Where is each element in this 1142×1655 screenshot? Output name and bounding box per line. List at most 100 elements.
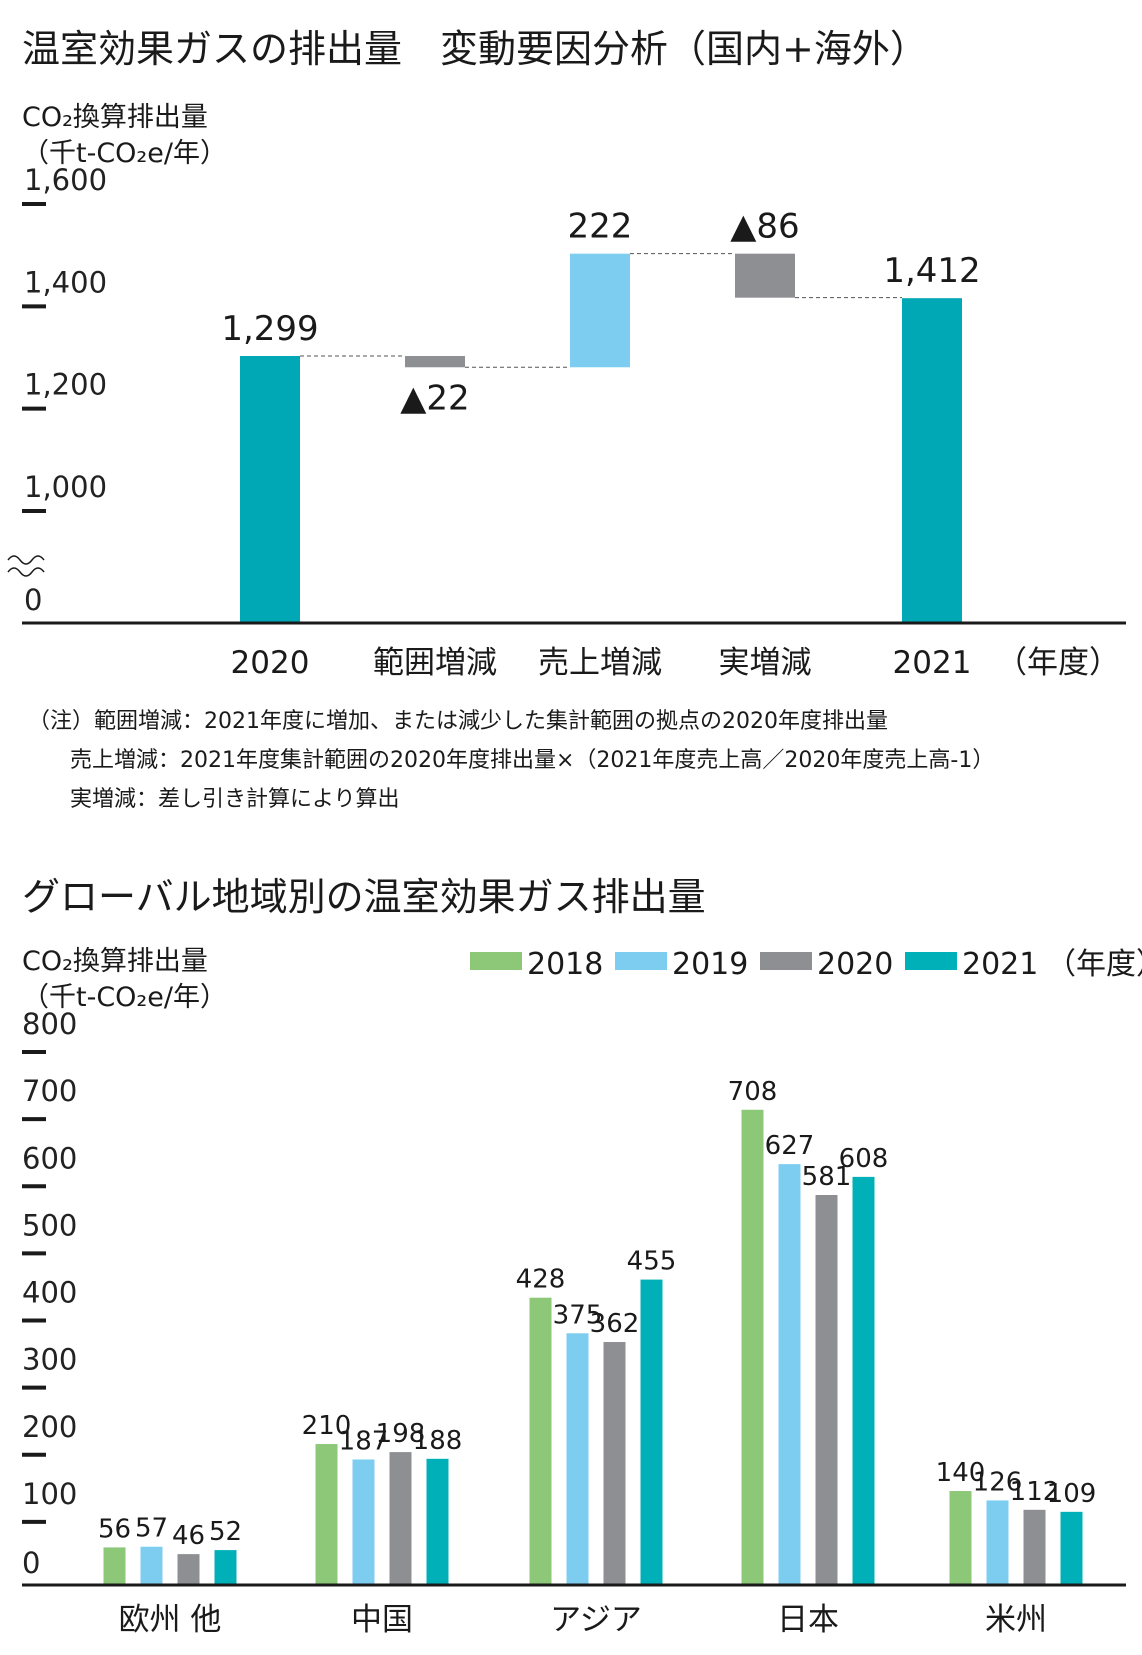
regional-ylabel-line1: CO₂換算排出量 xyxy=(22,946,208,977)
regional-value-label: 188 xyxy=(413,1426,463,1456)
y-tick-label: 1,600 xyxy=(24,163,107,197)
waterfall-bar xyxy=(735,253,795,298)
y-tick-label: 500 xyxy=(22,1208,77,1242)
regional-bar xyxy=(603,1342,626,1585)
waterfall-value-label: 1,299 xyxy=(221,309,318,349)
waterfall-ylabel-line2: （千t-CO₂e/年） xyxy=(22,138,227,169)
legend-label: 2019 xyxy=(672,947,748,982)
regional-value-label: 362 xyxy=(590,1309,640,1339)
y-tick-label: 600 xyxy=(22,1141,77,1175)
waterfall-title: 温室効果ガスの排出量 変動要因分析（国内+海外） xyxy=(22,27,928,71)
y-tick-label: 300 xyxy=(22,1343,77,1377)
regional-value-label: 46 xyxy=(172,1521,205,1551)
y-tick-label: 100 xyxy=(22,1477,77,1511)
legend-swatch xyxy=(905,952,957,970)
regional-value-label: 140 xyxy=(936,1458,986,1488)
waterfall-category-label: 売上増減 xyxy=(538,645,662,681)
regional-bar xyxy=(949,1491,972,1585)
regional-categories: 欧州 他 中国 アジア 日本 米州 xyxy=(119,1602,1047,1638)
regional-bar xyxy=(1060,1511,1083,1585)
y-tick-label: 1,000 xyxy=(24,470,107,504)
legend-label: 2020 xyxy=(817,947,893,982)
waterfall-y-ticks: 1,600 1,400 1,200 1,000 0 xyxy=(7,163,107,617)
waterfall-categories: 2020 範囲増減 売上増減 実増減 2021 xyxy=(231,645,972,681)
regional-y-ticks: 800 700 600 500 400 300 200 100 0 xyxy=(22,1007,77,1580)
legend-swatch xyxy=(470,952,522,970)
legend: 2018 2019 2020 2021（年度） xyxy=(470,947,1142,982)
regional-bar xyxy=(640,1279,663,1585)
regional-value-label: 210 xyxy=(302,1411,352,1441)
regional-bar xyxy=(529,1297,552,1585)
note-line-2: 売上増減：2021年度集計範囲の2020年度排出量×（2021年度売上高／202… xyxy=(70,748,994,773)
y-tick-label: 1,400 xyxy=(24,265,107,299)
waterfall-value-label: 1,412 xyxy=(883,251,980,291)
waterfall-category-label: 2021 xyxy=(893,645,972,681)
regional-category-label: アジア xyxy=(550,1602,642,1638)
regional-value-label: 109 xyxy=(1047,1479,1097,1509)
regional-value-label: 198 xyxy=(376,1419,426,1449)
regional-value-label: 608 xyxy=(839,1144,889,1174)
regional-value-label: 57 xyxy=(135,1514,168,1544)
note-line-3: 実増減：差し引き計算により算出 xyxy=(70,787,400,812)
regional-value-label: 708 xyxy=(728,1077,778,1107)
regional-bar xyxy=(177,1554,200,1585)
regional-value-label: 126 xyxy=(973,1467,1023,1497)
regional-value-label: 581 xyxy=(802,1162,852,1192)
regional-category-label: 欧州 他 xyxy=(119,1602,222,1638)
waterfall-bar xyxy=(902,298,962,623)
legend-unit: （年度） xyxy=(1046,947,1142,982)
regional-chart: グローバル地域別の温室効果ガス排出量 CO₂換算排出量 （千t-CO₂e/年） … xyxy=(22,875,1142,1638)
regional-bar xyxy=(778,1164,801,1585)
regional-bar xyxy=(103,1547,126,1585)
waterfall-ylabel-line1: CO₂換算排出量 xyxy=(22,102,208,133)
regional-bar xyxy=(741,1109,764,1585)
legend-swatch xyxy=(760,952,812,970)
waterfall-x-unit: （年度） xyxy=(996,645,1120,681)
regional-ylabel-line2: （千t-CO₂e/年） xyxy=(22,982,227,1013)
regional-category-label: 日本 xyxy=(777,1602,839,1638)
regional-value-label: 52 xyxy=(209,1517,242,1547)
waterfall-category-label: 範囲増減 xyxy=(373,645,497,681)
waterfall-category-label: 2020 xyxy=(231,645,310,681)
y-tick-label: 1,200 xyxy=(24,368,107,402)
legend-swatch xyxy=(615,952,667,970)
waterfall-value-label: ▲86 xyxy=(730,207,799,247)
regional-title: グローバル地域別の温室効果ガス排出量 xyxy=(22,875,706,919)
regional-value-label: 112 xyxy=(1010,1477,1060,1507)
legend-label: 2021 xyxy=(962,947,1038,982)
regional-value-label: 428 xyxy=(516,1265,566,1295)
regional-category-label: 米州 xyxy=(985,1602,1047,1638)
regional-bar xyxy=(986,1500,1009,1585)
waterfall-value-label: 222 xyxy=(568,207,633,247)
regional-bar xyxy=(426,1458,449,1585)
regional-bar xyxy=(389,1452,412,1585)
regional-bar xyxy=(1023,1509,1046,1585)
y-tick-label: 800 xyxy=(22,1007,77,1041)
waterfall-bar xyxy=(570,253,630,368)
waterfall-chart: 温室効果ガスの排出量 変動要因分析（国内+海外） CO₂換算排出量 （千t-CO… xyxy=(7,27,1126,812)
regional-bar xyxy=(852,1176,875,1585)
axis-break-icon xyxy=(7,555,45,577)
y-tick-label: 400 xyxy=(22,1276,77,1310)
waterfall-bar xyxy=(405,356,465,368)
waterfall-bars: 1,299 ▲22 222 ▲86 1,412 xyxy=(221,207,981,623)
regional-value-label: 56 xyxy=(98,1514,131,1544)
waterfall-bar xyxy=(240,356,300,623)
regional-bar xyxy=(566,1333,589,1585)
y-tick-label: 0 xyxy=(24,583,42,617)
y-tick-label: 700 xyxy=(22,1074,77,1108)
legend-label: 2018 xyxy=(527,947,603,982)
regional-bar xyxy=(315,1444,338,1585)
waterfall-category-label: 実増減 xyxy=(719,645,812,681)
regional-value-label: 455 xyxy=(627,1247,677,1277)
regional-value-label: 375 xyxy=(553,1300,603,1330)
y-tick-label: 0 xyxy=(22,1546,40,1580)
note-line-1: （注）範囲増減：2021年度に増加、または減少した集計範囲の拠点の2020年度排… xyxy=(28,709,888,734)
y-tick-label: 200 xyxy=(22,1410,77,1444)
regional-bar xyxy=(352,1459,375,1585)
regional-bar xyxy=(140,1546,163,1585)
regional-bar xyxy=(214,1550,237,1585)
regional-bar xyxy=(815,1195,838,1585)
